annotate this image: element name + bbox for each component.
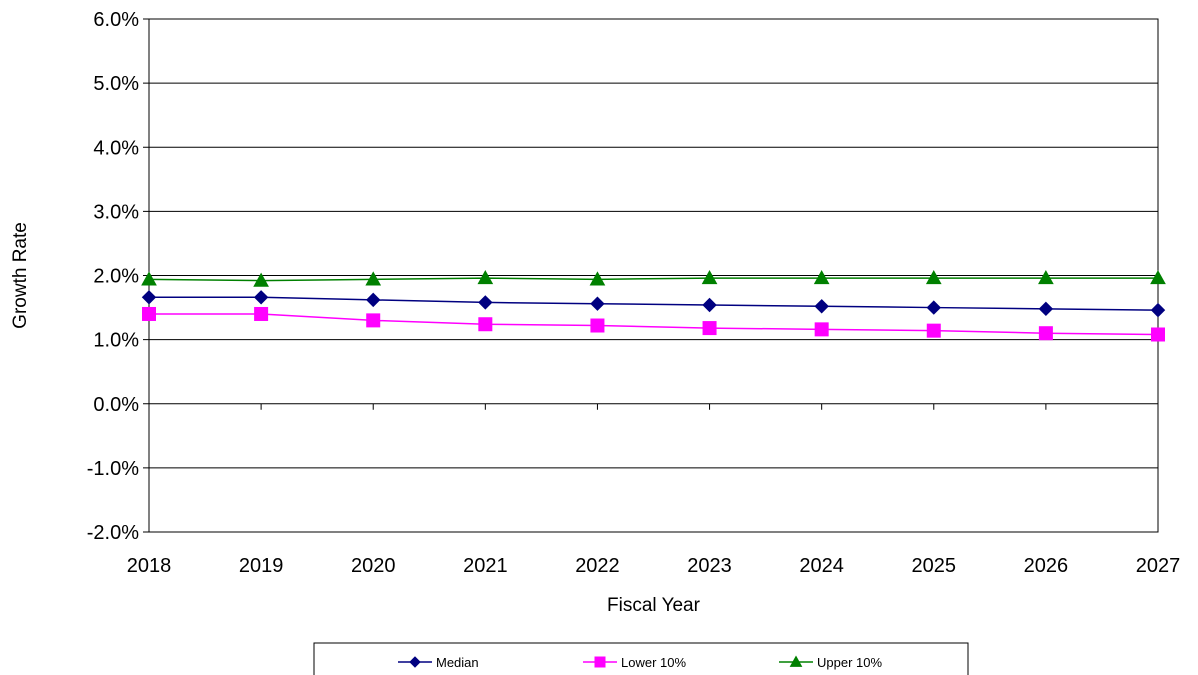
x-tick-label: 2026 — [1024, 555, 1069, 577]
x-tick-label: 2021 — [463, 555, 508, 577]
data-point-triangle — [1038, 270, 1054, 285]
data-point-diamond — [590, 296, 605, 311]
series-line — [149, 296, 1159, 311]
series-line — [149, 313, 1159, 336]
data-point-square — [926, 323, 941, 338]
data-point-diamond — [814, 299, 829, 314]
data-point-square — [814, 322, 829, 337]
y-tick-label: 3.0% — [93, 201, 139, 223]
data-point-triangle — [477, 270, 494, 285]
data-point-triangle — [701, 270, 718, 285]
x-tick-label: 2024 — [799, 555, 844, 577]
data-point-diamond — [366, 292, 381, 308]
legend-entry: Lower 10% — [583, 655, 686, 670]
legend-label: Upper 10% — [817, 655, 882, 670]
series-median — [141, 290, 1166, 318]
data-point-triangle — [1150, 270, 1166, 285]
x-tick-label: 2020 — [351, 555, 396, 577]
data-point-square — [1151, 327, 1165, 342]
legend: Median Lower 10% Upper 10% — [313, 642, 969, 675]
data-point-diamond — [141, 290, 157, 305]
data-point-square — [702, 321, 717, 336]
data-point-triangle — [789, 655, 803, 667]
series-line — [148, 277, 1158, 282]
x-axis: 2018 2019 2020 2021 2022 2023 2024 2025 2026 2027 — [127, 403, 1181, 577]
data-point-diamond — [1038, 301, 1054, 317]
data-point-triangle — [365, 271, 382, 286]
data-point-diamond — [702, 297, 717, 313]
y-tick-label: 1.0% — [93, 330, 139, 352]
series-layer — [141, 270, 1166, 342]
data-point-square — [594, 656, 606, 668]
series-upper-10- — [141, 270, 1166, 287]
y-tick-label: 4.0% — [93, 137, 139, 159]
x-tick-label: 2018 — [127, 555, 172, 577]
data-point-triangle — [813, 270, 830, 285]
data-point-square — [478, 317, 493, 332]
x-axis-title: Fiscal Year — [607, 595, 701, 616]
data-point-diamond — [1150, 302, 1166, 318]
y-axis: -2.0% -1.0% 0.0% 1.0% 2.0% 3.0% 4.0% 5.0% 6.0% — [87, 9, 149, 544]
x-tick-label: 2022 — [575, 555, 620, 577]
legend-label: Median — [436, 655, 479, 670]
data-point-triangle — [253, 272, 269, 287]
data-point-triangle — [925, 270, 942, 285]
y-tick-label: 0.0% — [93, 394, 139, 416]
series-lower-10- — [142, 306, 1165, 342]
legend-label: Lower 10% — [621, 655, 686, 670]
data-point-triangle — [589, 271, 606, 286]
legend-entry: Upper 10% — [779, 655, 882, 670]
grid-lines — [149, 18, 1158, 533]
legend-box — [313, 642, 969, 675]
data-point-diamond — [409, 656, 421, 668]
data-point-diamond — [478, 295, 493, 310]
y-tick-label: 6.0% — [93, 9, 139, 31]
y-tick-label: 5.0% — [93, 73, 139, 95]
data-point-square — [590, 318, 605, 333]
data-point-square — [366, 313, 381, 328]
data-point-triangle — [141, 271, 157, 286]
y-tick-label: 2.0% — [93, 266, 139, 288]
data-point-diamond — [253, 290, 269, 305]
x-tick-label: 2027 — [1136, 555, 1181, 577]
y-axis-title: Growth Rate — [10, 222, 31, 329]
legend-entry: Median — [398, 655, 479, 670]
data-point-square — [254, 306, 269, 321]
data-point-square — [1038, 326, 1053, 341]
x-tick-label: 2025 — [912, 555, 957, 577]
y-tick-label: -1.0% — [87, 458, 139, 480]
y-tick-label: -2.0% — [87, 522, 139, 544]
data-point-square — [142, 306, 156, 321]
x-tick-label: 2023 — [687, 555, 732, 577]
x-tick-label: 2019 — [239, 555, 284, 577]
data-point-diamond — [926, 300, 941, 315]
